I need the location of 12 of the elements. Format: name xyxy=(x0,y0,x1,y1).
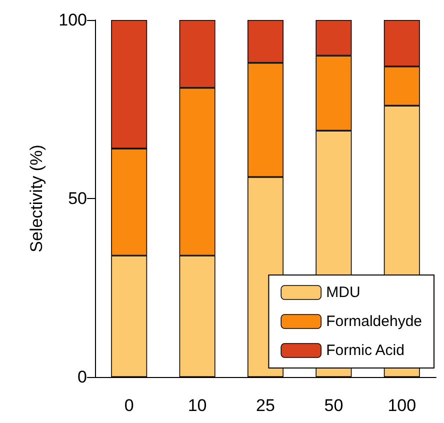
y-tick-label: 50 xyxy=(68,189,87,208)
y-tick-label: 100 xyxy=(58,10,87,30)
legend-label: MDU xyxy=(326,284,360,301)
legend-label: Formic Acid xyxy=(326,342,404,359)
y-axis-title: Selectivity (%) xyxy=(27,144,46,252)
x-tick-label: 10 xyxy=(188,396,207,415)
legend-label: Formaldehyde xyxy=(326,313,422,330)
x-tick-label: 50 xyxy=(324,396,344,415)
x-tick-label: 0 xyxy=(124,396,134,415)
x-tick-label: 25 xyxy=(256,396,275,415)
x-tick-label: 100 xyxy=(388,396,416,415)
y-tick-label: 0 xyxy=(78,368,87,386)
